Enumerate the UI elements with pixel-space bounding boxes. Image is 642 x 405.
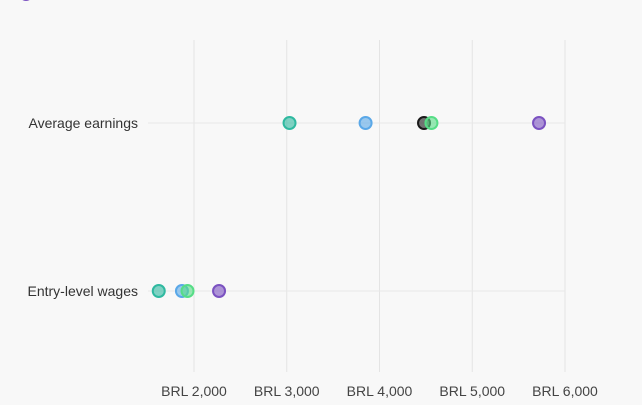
- legend: Non-black men: [22, 0, 131, 2]
- data-point: [282, 116, 297, 130]
- category-labels: Average earnings Entry-level wages: [28, 115, 139, 299]
- x-tick-label: BRL 3,000: [254, 383, 320, 399]
- data-point: [212, 284, 227, 298]
- data-point: [151, 284, 166, 298]
- x-tick-label: BRL 2,000: [161, 383, 227, 399]
- data-point: [180, 284, 195, 298]
- data-point: [358, 116, 373, 130]
- x-tick-label: BRL 5,000: [439, 383, 505, 399]
- category-label: Entry-level wages: [28, 283, 139, 299]
- data-point: [424, 116, 439, 130]
- legend-label: Non-black men: [37, 0, 131, 2]
- category-label: Average earnings: [29, 115, 138, 131]
- data-point: [532, 116, 547, 130]
- grid-lines: [148, 40, 566, 372]
- x-tick-label: BRL 4,000: [347, 383, 413, 399]
- x-axis-tick-labels: BRL 2,000 BRL 3,000 BRL 4,000 BRL 5,000 BRL …: [161, 383, 598, 399]
- data-points: [151, 116, 547, 298]
- x-tick-label: BRL 6,000: [532, 383, 598, 399]
